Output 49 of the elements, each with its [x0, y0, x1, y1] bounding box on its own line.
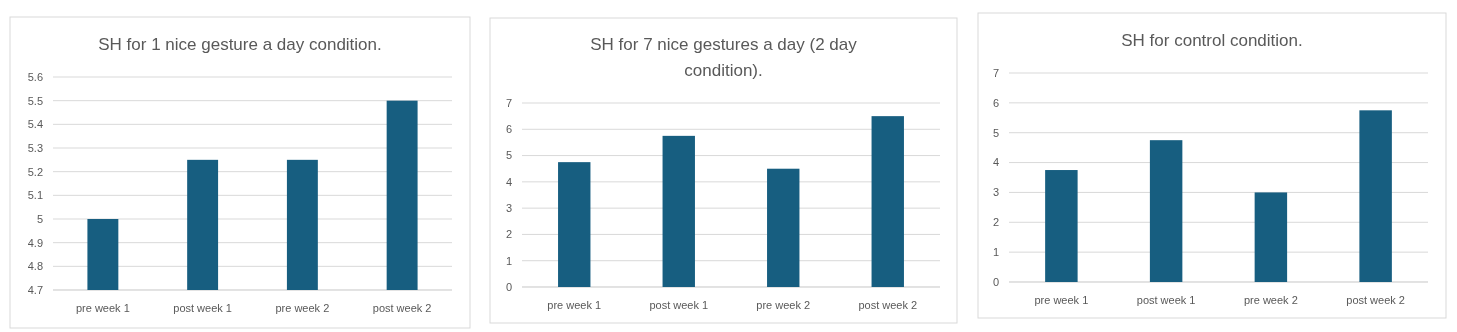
- y-tick-label: 5.6: [27, 70, 43, 83]
- y-tick-label: 7: [505, 96, 512, 109]
- y-tick-label: 4.9: [27, 236, 43, 249]
- x-tick-label: post week 1: [649, 298, 709, 311]
- y-tick-label: 3: [992, 186, 999, 199]
- chart-title: SH for control condition.: [1121, 31, 1303, 50]
- y-tick-label: 6: [992, 96, 999, 109]
- y-tick-label: 5.2: [27, 165, 43, 178]
- y-tick-label: 4.8: [27, 260, 43, 273]
- chart-title: SH for 1 nice gesture a day condition.: [98, 35, 382, 54]
- y-tick-label: 3: [505, 201, 512, 214]
- x-tick-label: pre week 1: [75, 301, 130, 314]
- x-tick-label: post week 2: [1346, 293, 1405, 306]
- x-tick-label: post week 1: [1136, 293, 1196, 306]
- bar: [662, 135, 695, 287]
- x-tick-label: pre week 2: [1243, 293, 1298, 306]
- bar: [1254, 192, 1288, 282]
- x-tick-label: pre week 1: [1034, 293, 1089, 306]
- x-tick-label: post week 2: [372, 301, 432, 314]
- y-tick-label: 2: [992, 216, 999, 229]
- bar: [871, 116, 904, 287]
- y-tick-label: 2: [505, 228, 512, 241]
- y-tick-label: 4: [992, 156, 999, 169]
- y-tick-label: 5.3: [27, 141, 43, 154]
- y-tick-label: 6: [505, 123, 512, 136]
- y-tick-label: 5.5: [27, 94, 43, 107]
- bar: [1045, 170, 1078, 282]
- y-tick-label: 4: [505, 175, 512, 188]
- x-tick-label: post week 1: [173, 301, 232, 314]
- bar: [1149, 140, 1183, 282]
- bar: [1359, 110, 1392, 282]
- y-tick-label: 7: [992, 66, 999, 79]
- y-tick-label: 5: [992, 126, 999, 139]
- y-tick-label: 5: [36, 212, 43, 225]
- y-tick-label: 1: [992, 245, 999, 258]
- y-tick-label: 5.4: [27, 118, 43, 131]
- x-tick-label: pre week 1: [547, 298, 602, 311]
- bar: [767, 168, 800, 287]
- x-tick-label: pre week 2: [756, 298, 811, 311]
- bar: [558, 162, 591, 287]
- y-tick-label: 1: [505, 254, 512, 267]
- y-tick-label: 5.1: [27, 189, 43, 202]
- chart-title: SH for 7 nice gestures a day (2 day condition).: [590, 35, 858, 80]
- x-tick-label: pre week 2: [275, 301, 330, 314]
- y-tick-label: 4.7: [27, 283, 43, 296]
- y-tick-label: 0: [505, 280, 512, 293]
- y-tick-label: 5: [505, 149, 512, 162]
- y-tick-label: 0: [992, 275, 999, 288]
- x-tick-label: post week 2: [858, 298, 918, 311]
